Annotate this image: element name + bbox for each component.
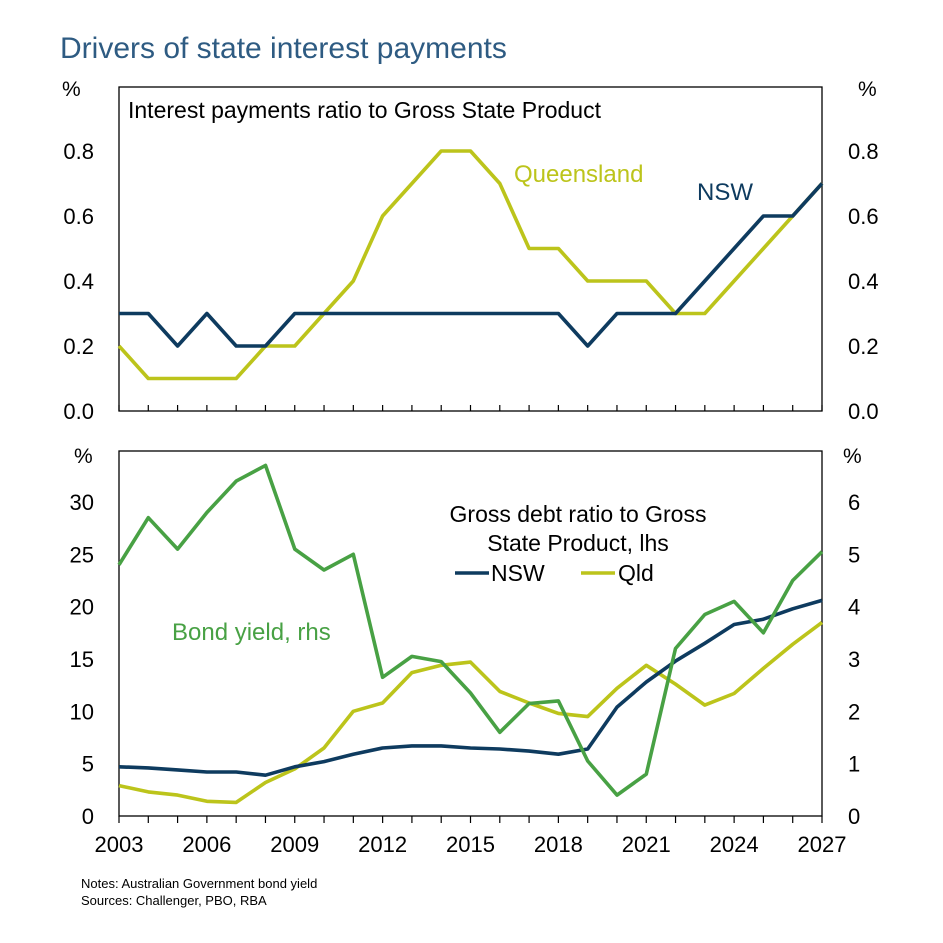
sources-text: Sources: Challenger, PBO, RBA	[81, 893, 267, 908]
x-tick-label: 2009	[270, 832, 319, 857]
x-tick-label: 2015	[446, 832, 495, 857]
bottom-y-tick-label-right: 1	[848, 752, 860, 777]
bottom-panel: 0 5 10 15 20 25 30 0 1 2 3 4 5 6% % 2003 2006 2009 2012 201…	[70, 445, 862, 857]
x-tick-label: 2003	[95, 832, 144, 857]
top-y-tick-label-left: 0.4	[63, 269, 94, 294]
bottom-y-tick-label-right: 0	[848, 804, 860, 829]
nsw-interest-line	[119, 182, 824, 348]
top-y-tick-label-left: 0.2	[63, 334, 94, 359]
top-y-unit-right: %	[858, 78, 877, 101]
top-y-tick-label-right: 0.4	[848, 269, 879, 294]
nsw-series-label: NSW	[697, 179, 753, 206]
top-y-tick-label-left: 0.8	[63, 139, 94, 164]
nsw-debt-line	[118, 598, 823, 777]
bond-yield-line	[117, 463, 824, 797]
bond-yield-series-label: Bond yield, rhs	[172, 619, 331, 646]
x-tick-label: 2021	[622, 832, 671, 857]
x-tick-label: 2024	[710, 832, 759, 857]
top-y-unit-left: %	[62, 78, 81, 101]
bottom-y-tick-label-left: 30	[70, 490, 94, 515]
queensland-interest-line	[117, 149, 824, 381]
bottom-y-unit-left: %	[74, 445, 93, 468]
top-y-tick-label-right: 0.2	[848, 334, 879, 359]
bottom-y-tick-label-right: 2	[848, 699, 860, 724]
x-tick-label: 2006	[182, 832, 231, 857]
x-tick-label: 2027	[798, 832, 847, 857]
qld-debt-line	[118, 620, 824, 805]
top-y-tick-label-right: 0.8	[848, 139, 879, 164]
chart-title: Drivers of state interest payments	[60, 32, 507, 65]
bottom-panel-title-line1: Gross debt ratio to Gross	[450, 501, 707, 527]
bottom-y-tick-label-left: 25	[70, 542, 94, 567]
bottom-panel-title-line2: State Product, lhs	[487, 530, 669, 556]
top-y-tick-label-left: 0.6	[63, 204, 94, 229]
bottom-y-tick-label-right: 4	[848, 595, 860, 620]
legend-nsw-label: NSW	[491, 560, 545, 586]
legend-qld-label: Qld	[618, 560, 654, 586]
x-tick-label: 2018	[534, 832, 583, 857]
top-panel-title: Interest payments ratio to Gross State P…	[128, 97, 602, 123]
bottom-y-tick-label-left: 10	[70, 699, 94, 724]
bottom-y-tick-label-left: 0	[82, 804, 94, 829]
top-plot-frame	[118, 86, 823, 412]
bottom-y-tick-label-right: 5	[848, 542, 860, 567]
top-y-tick-label-left: 0.0	[63, 399, 94, 424]
bottom-y-tick-label-left: 15	[70, 647, 94, 672]
bottom-y-tick-label-left: 20	[70, 595, 94, 620]
notes-text: Notes: Australian Government bond yield	[81, 876, 318, 891]
queensland-series-label: Queensland	[514, 161, 643, 188]
bottom-y-tick-label-right: 3	[848, 647, 860, 672]
top-y-tick-label-right: 0.6	[848, 204, 879, 229]
bottom-y-unit-right: %	[843, 445, 862, 468]
top-panel: 0.0 0.0 0.2 0.2 0.4 0.4 0.6 0.6 0.8 0.8% % Interest…	[62, 78, 879, 424]
bottom-y-tick-label-right: 6	[848, 490, 860, 515]
bottom-y-tick-label-left: 5	[82, 752, 94, 777]
x-tick-label: 2012	[358, 832, 407, 857]
top-y-tick-label-right: 0.0	[848, 399, 879, 424]
